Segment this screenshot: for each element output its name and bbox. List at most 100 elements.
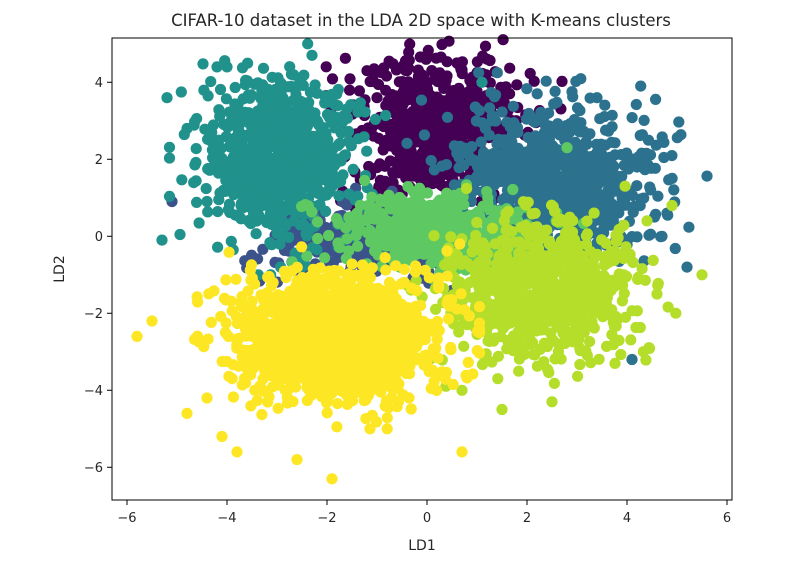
scatter-point-cluster-2 bbox=[635, 80, 647, 92]
scatter-point-cluster-5 bbox=[552, 338, 565, 350]
scatter-point-cluster-0 bbox=[404, 93, 417, 105]
scatter-point-cluster-2 bbox=[673, 116, 685, 128]
scatter-point-cluster-5 bbox=[572, 370, 584, 382]
scatter-point-cluster-2 bbox=[483, 129, 495, 141]
scatter-point-cluster-1 bbox=[257, 243, 269, 255]
scatter-point-cluster-0 bbox=[387, 177, 399, 189]
scatter-point-cluster-2 bbox=[631, 161, 643, 173]
scatter-point-cluster-3 bbox=[285, 68, 297, 80]
scatter-point-cluster-5 bbox=[537, 309, 549, 321]
scatter-point-cluster-6 bbox=[381, 412, 393, 424]
scatter-point-cluster-4 bbox=[362, 200, 374, 212]
scatter-point-cluster-0 bbox=[373, 132, 385, 144]
scatter-point-cluster-0 bbox=[344, 73, 356, 85]
scatter-point-cluster-3 bbox=[232, 160, 244, 172]
scatter-point-cluster-3 bbox=[190, 143, 202, 155]
scatter-point-cluster-5 bbox=[532, 244, 545, 256]
scatter-point-cluster-3 bbox=[326, 116, 338, 129]
scatter-point-cluster-3 bbox=[335, 175, 347, 188]
scatter-point-cluster-2 bbox=[477, 149, 490, 161]
scatter-point-cluster-2 bbox=[567, 91, 579, 103]
scatter-point-cluster-5 bbox=[456, 384, 468, 396]
scatter-point-cluster-0 bbox=[443, 35, 455, 47]
scatter-point-cluster-2 bbox=[473, 105, 485, 117]
scatter-point-cluster-5 bbox=[522, 239, 535, 251]
scatter-point-cluster-3 bbox=[291, 106, 303, 118]
scatter-point-cluster-2 bbox=[638, 192, 650, 204]
scatter-point-cluster-2 bbox=[656, 131, 668, 143]
scatter-point-cluster-3 bbox=[279, 100, 292, 112]
scatter-point-cluster-3 bbox=[295, 142, 307, 154]
scatter-point-cluster-0 bbox=[384, 155, 396, 167]
scatter-point-cluster-0 bbox=[419, 117, 431, 129]
scatter-point-cluster-2 bbox=[656, 230, 668, 242]
scatter-point-cluster-5 bbox=[528, 263, 540, 275]
scatter-point-cluster-4 bbox=[384, 203, 396, 215]
scatter-point-cluster-2 bbox=[544, 164, 557, 176]
scatter-point-cluster-3 bbox=[222, 121, 234, 133]
scatter-point-cluster-5 bbox=[596, 303, 608, 315]
scatter-point-cluster-5 bbox=[568, 233, 581, 245]
scatter-point-cluster-6 bbox=[473, 327, 486, 339]
scatter-point-cluster-3 bbox=[212, 241, 224, 253]
scatter-point-cluster-3 bbox=[272, 216, 284, 228]
scatter-point-cluster-6 bbox=[360, 413, 372, 425]
scatter-point-cluster-3 bbox=[304, 86, 316, 98]
scatter-point-cluster-4 bbox=[375, 193, 387, 206]
scatter-point-cluster-6 bbox=[219, 326, 231, 339]
scatter-point-cluster-2 bbox=[603, 189, 615, 201]
scatter-point-cluster-3 bbox=[338, 150, 350, 162]
scatter-point-cluster-4 bbox=[323, 229, 335, 242]
scatter-point-cluster-2 bbox=[652, 190, 664, 202]
scatter-point-cluster-4 bbox=[306, 206, 318, 218]
scatter-point-cluster-5 bbox=[564, 211, 576, 223]
scatter-point-cluster-2 bbox=[643, 229, 655, 241]
scatter-point-cluster-0 bbox=[361, 65, 373, 77]
scatter-point-cluster-4 bbox=[395, 235, 407, 247]
scatter-point-cluster-3 bbox=[333, 190, 345, 202]
scatter-point-cluster-5 bbox=[626, 305, 638, 317]
scatter-point-cluster-0 bbox=[471, 56, 483, 68]
scatter-point-cluster-3 bbox=[272, 176, 285, 188]
scatter-point-cluster-0 bbox=[438, 82, 450, 94]
scatter-point-cluster-3 bbox=[319, 163, 331, 175]
scatter-point-cluster-4 bbox=[487, 204, 499, 216]
scatter-point-cluster-5 bbox=[557, 238, 569, 250]
scatter-point-cluster-3 bbox=[302, 38, 314, 50]
scatter-point-cluster-4 bbox=[332, 237, 344, 249]
scatter-point-cluster-0 bbox=[451, 122, 463, 134]
scatter-point-cluster-0 bbox=[396, 76, 408, 88]
scatter-point-cluster-0 bbox=[377, 144, 389, 156]
scatter-point-cluster-5 bbox=[500, 224, 512, 236]
scatter-point-cluster-3 bbox=[174, 228, 186, 241]
scatter-point-cluster-2 bbox=[500, 175, 512, 187]
scatter-point-cluster-0 bbox=[481, 53, 493, 65]
scatter-point-cluster-3 bbox=[255, 92, 267, 105]
scatter-point-cluster-2 bbox=[428, 164, 440, 176]
scatter-point-cluster-2 bbox=[617, 191, 629, 204]
scatter-point-cluster-5 bbox=[476, 237, 489, 249]
scatter-point-cluster-5 bbox=[588, 262, 600, 274]
scatter-point-cluster-3 bbox=[202, 206, 214, 218]
scatter-point-cluster-3 bbox=[163, 190, 176, 202]
scatter-point-cluster-2 bbox=[580, 165, 592, 177]
scatter-point-cluster-4 bbox=[561, 142, 573, 154]
scatter-point-cluster-2 bbox=[560, 201, 573, 213]
scatter-point-cluster-4 bbox=[311, 216, 324, 228]
scatter-point-cluster-3 bbox=[212, 206, 224, 218]
scatter-point-cluster-0 bbox=[528, 75, 540, 87]
scatter-point-cluster-3 bbox=[225, 235, 237, 247]
scatter-point-cluster-3 bbox=[247, 207, 260, 219]
scatter-point-cluster-3 bbox=[244, 92, 256, 104]
scatter-point-cluster-2 bbox=[592, 162, 604, 175]
scatter-point-cluster-0 bbox=[390, 64, 402, 76]
scatter-point-cluster-2 bbox=[570, 75, 582, 87]
scatter-point-cluster-2 bbox=[580, 190, 592, 202]
scatter-point-cluster-3 bbox=[243, 215, 255, 227]
scatter-point-cluster-5 bbox=[516, 249, 528, 261]
scatter-point-cluster-3 bbox=[223, 198, 236, 210]
scatter-point-cluster-5 bbox=[640, 354, 652, 366]
scatter-point-cluster-3 bbox=[283, 231, 295, 243]
scatter-point-cluster-3 bbox=[214, 83, 227, 96]
scatter-point-cluster-5 bbox=[500, 250, 512, 262]
